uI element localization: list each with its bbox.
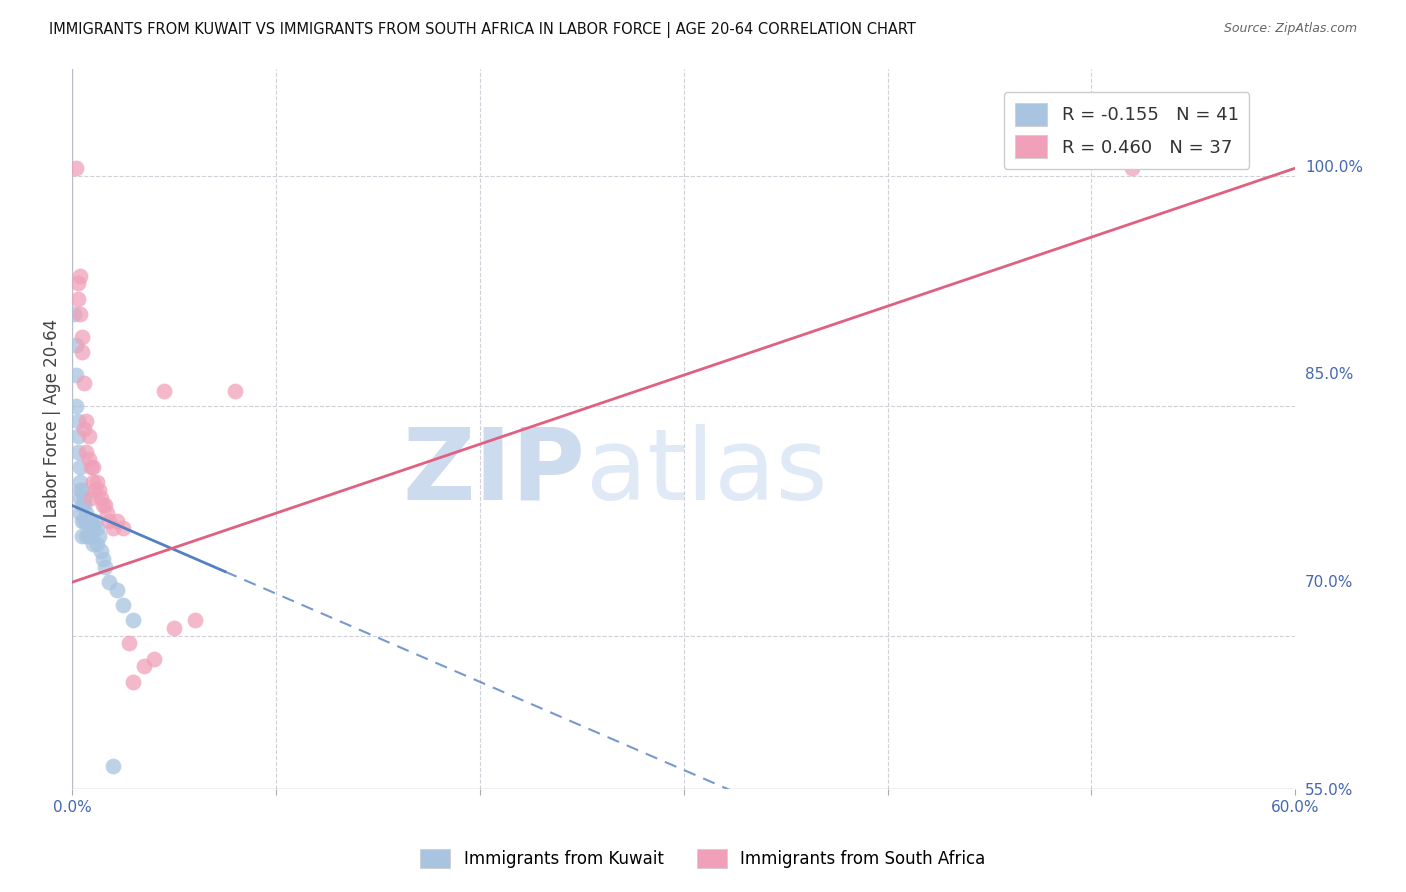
Point (73, 491, 96, 505)
Point (118, 636, 141, 650)
Point (69, 483, 91, 498)
Point (72, 499, 94, 513)
Point (101, 521, 124, 535)
Text: atlas: atlas (586, 424, 828, 521)
Point (90, 544, 112, 558)
Point (79, 514, 101, 528)
Point (183, 614, 205, 628)
Point (142, 652, 165, 666)
Point (1121, 161, 1143, 176)
Point (82, 521, 104, 535)
Point (69, 460, 91, 475)
Point (82, 537, 104, 551)
Point (96, 506, 118, 520)
Point (224, 384, 246, 398)
Text: ZIP: ZIP (404, 424, 586, 521)
Point (65, 337, 87, 351)
Y-axis label: In Labor Force | Age 20-64: In Labor Force | Age 20-64 (44, 319, 60, 539)
Point (90, 491, 112, 505)
Point (101, 759, 124, 773)
Point (65, 399, 87, 413)
Point (97, 514, 120, 528)
Point (67, 429, 90, 443)
Point (67, 445, 90, 459)
Legend: Immigrants from Kuwait, Immigrants from South Africa: Immigrants from Kuwait, Immigrants from … (413, 842, 993, 875)
Point (86, 475, 108, 490)
Text: IMMIGRANTS FROM KUWAIT VS IMMIGRANTS FROM SOUTH AFRICA IN LABOR FORCE | AGE 20-6: IMMIGRANTS FROM KUWAIT VS IMMIGRANTS FRO… (49, 22, 917, 38)
Legend: R = -0.155   N = 41, R = 0.460   N = 37: R = -0.155 N = 41, R = 0.460 N = 37 (1004, 92, 1250, 169)
Point (163, 621, 186, 635)
Point (91, 499, 114, 513)
Point (94, 559, 117, 574)
Point (69, 506, 91, 520)
Point (69, 475, 91, 490)
Point (65, 161, 87, 176)
Point (73, 514, 96, 528)
Point (65, 881, 87, 892)
Point (105, 514, 128, 528)
Text: Source: ZipAtlas.com: Source: ZipAtlas.com (1223, 22, 1357, 36)
Point (69, 268, 91, 283)
Point (63, 307, 86, 321)
Point (72, 330, 94, 344)
Point (122, 614, 145, 628)
Point (76, 506, 98, 520)
Point (76, 445, 98, 459)
Point (69, 491, 91, 505)
Point (86, 537, 108, 551)
Point (77, 529, 100, 543)
Point (87, 483, 110, 498)
Point (76, 414, 98, 428)
Point (73, 376, 96, 390)
Point (83, 483, 105, 498)
Point (153, 384, 176, 398)
Point (73, 422, 96, 436)
Point (112, 521, 135, 535)
Point (77, 429, 100, 443)
Point (72, 514, 94, 528)
Point (67, 276, 90, 290)
Point (77, 514, 100, 528)
Point (65, 368, 87, 383)
Point (72, 529, 94, 543)
Point (112, 598, 135, 612)
Point (76, 529, 98, 543)
Point (79, 491, 101, 505)
Point (72, 483, 94, 498)
Point (87, 529, 110, 543)
Point (82, 460, 104, 475)
Point (122, 674, 145, 689)
Point (91, 552, 114, 566)
Point (105, 582, 128, 597)
Point (94, 499, 117, 513)
Point (69, 307, 91, 321)
Point (72, 345, 94, 359)
Point (73, 499, 96, 513)
Point (83, 514, 105, 528)
Point (67, 414, 90, 428)
Point (86, 521, 108, 535)
Point (76, 514, 98, 528)
Point (79, 460, 101, 475)
Point (77, 452, 100, 467)
Point (97, 575, 120, 590)
Point (67, 292, 90, 306)
Point (82, 475, 104, 490)
Point (132, 659, 155, 673)
Point (79, 529, 101, 543)
